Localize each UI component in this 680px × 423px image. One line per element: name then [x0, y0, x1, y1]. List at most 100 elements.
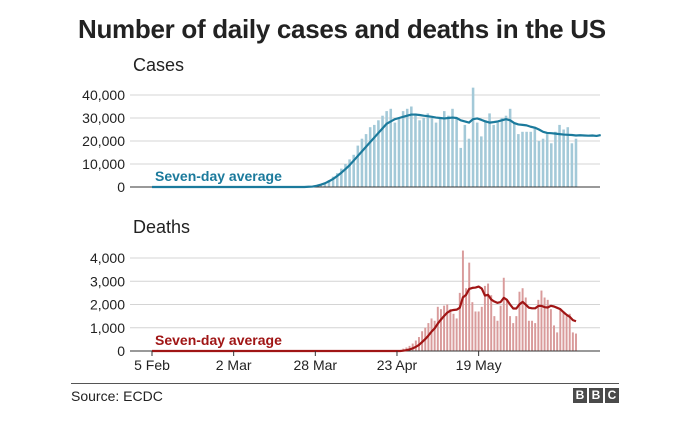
xtick-label: 23 Apr — [377, 357, 418, 373]
cases-daily-bar — [410, 106, 413, 187]
deaths-daily-bar — [439, 309, 442, 351]
cases-daily-bar — [438, 118, 442, 187]
cases-daily-bar — [393, 122, 397, 187]
cases-daily-bar — [360, 138, 364, 187]
deaths-daily-bar — [543, 297, 546, 351]
cases-daily-bar — [558, 124, 561, 187]
deaths-daily-bar — [549, 309, 552, 351]
deaths-daily-bar — [505, 299, 508, 351]
cases-daily-bar — [381, 115, 384, 187]
cases-ytick-label: 0 — [117, 179, 125, 195]
cases-daily-bar — [488, 113, 491, 187]
deaths-daily-bar — [556, 332, 559, 351]
deaths-daily-bar — [571, 332, 574, 351]
cases-daily-bar — [405, 108, 409, 187]
deaths-daily-bar — [436, 306, 439, 351]
cases-ytick-label: 40,000 — [82, 87, 125, 103]
cases-daily-bar — [414, 113, 417, 187]
cases-daily-bar — [550, 143, 553, 187]
cases-daily-bar — [401, 111, 405, 187]
cases-daily-bar — [517, 134, 520, 187]
deaths-daily-bar — [452, 313, 455, 351]
deaths-daily-bar — [474, 311, 477, 351]
deaths-daily-bar — [568, 313, 571, 351]
cases-daily-bar — [373, 124, 376, 187]
cases-daily-bar — [562, 129, 565, 187]
cases-daily-bar — [344, 164, 347, 187]
deaths-daily-bar — [509, 316, 512, 352]
deaths-daily-bar — [449, 309, 452, 351]
cases-daily-bar — [545, 134, 549, 187]
cases-daily-bar — [537, 141, 541, 187]
deaths-ytick-label: 2,000 — [90, 297, 125, 313]
deaths-daily-bar — [477, 311, 480, 351]
deaths-seven-day-average-line — [152, 285, 577, 353]
cases-daily-bar — [512, 122, 516, 187]
bbc-logo-letter: C — [605, 388, 619, 403]
deaths-average-annotation: Seven-day average — [155, 332, 282, 348]
cases-daily-bar — [529, 131, 532, 187]
cases-average-annotation: Seven-day average — [155, 168, 282, 184]
cases-ytick-label: 20,000 — [82, 133, 125, 149]
cases-daily-bar — [463, 124, 467, 187]
deaths-daily-bar — [458, 292, 461, 352]
deaths-daily-bar — [490, 295, 493, 351]
deaths-daily-bar — [502, 277, 505, 351]
deaths-daily-bar — [575, 333, 577, 351]
cases-daily-bar — [574, 138, 578, 187]
cases-daily-bar — [368, 127, 372, 187]
deaths-panel-title: Deaths — [133, 217, 190, 237]
deaths-daily-bar — [471, 302, 474, 351]
deaths-daily-bar — [455, 318, 458, 351]
cases-daily-bar — [356, 145, 360, 187]
cases-daily-bar — [455, 118, 458, 187]
deaths-daily-bar — [537, 299, 540, 351]
source-note: Source: ECDC — [71, 388, 163, 404]
cases-daily-bar — [426, 113, 430, 187]
cases-daily-bar — [323, 182, 327, 187]
cases-daily-bar — [397, 118, 401, 187]
cases-daily-bar — [566, 127, 570, 187]
cases-daily-bar — [504, 115, 508, 187]
deaths-ytick-label: 1,000 — [90, 320, 125, 336]
deaths-daily-bar — [553, 325, 555, 351]
cases-daily-bar — [389, 108, 393, 187]
deaths-daily-bar — [443, 305, 446, 351]
cases-daily-bar — [496, 122, 500, 187]
deaths-daily-bar — [433, 320, 436, 351]
cases-daily-bar — [434, 122, 438, 187]
bbc-logo-letter: B — [573, 388, 587, 403]
cases-daily-bar — [327, 180, 331, 187]
cases-daily-bar — [480, 136, 483, 187]
cases-daily-bar — [443, 111, 446, 187]
deaths-daily-bar — [430, 318, 433, 351]
cases-daily-bar — [471, 87, 475, 187]
cases-ytick-label: 10,000 — [82, 156, 125, 172]
deaths-daily-bar — [465, 288, 468, 351]
cases-daily-bar — [541, 138, 545, 187]
deaths-daily-bar — [496, 320, 499, 351]
chart-title: Number of daily cases and deaths in the … — [78, 14, 606, 44]
cases-daily-bar — [570, 143, 574, 187]
cases-daily-bar — [521, 131, 524, 187]
deaths-daily-bar — [493, 316, 496, 352]
cases-daily-bar — [525, 131, 528, 187]
footer-divider — [71, 383, 619, 384]
cases-seven-day-average-line — [152, 113, 601, 189]
cases-daily-bar — [348, 159, 351, 187]
deaths-daily-bar — [518, 291, 521, 351]
cases-daily-bar — [447, 115, 450, 187]
deaths-daily-bar — [499, 305, 502, 351]
cases-daily-bar — [430, 118, 434, 187]
deaths-daily-bar — [531, 320, 534, 351]
deaths-daily-bar — [534, 323, 537, 351]
cases-daily-bar — [451, 108, 454, 187]
xtick-label: 28 Mar — [294, 357, 338, 373]
cases-daily-bar — [352, 154, 355, 187]
cases-daily-bar — [385, 111, 388, 187]
cases-daily-bar — [335, 173, 339, 187]
deaths-ytick-label: 4,000 — [90, 250, 125, 266]
deaths-daily-bar — [446, 304, 449, 351]
bbc-logo: B B C — [573, 388, 619, 403]
